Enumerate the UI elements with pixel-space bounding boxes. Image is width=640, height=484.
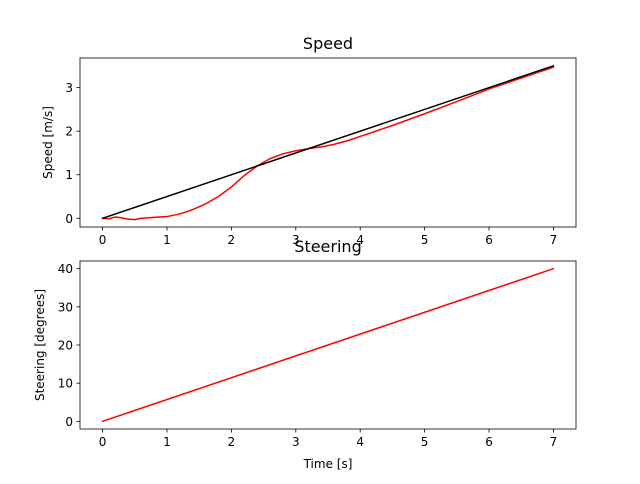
y-tick-label: 1 (65, 168, 73, 182)
x-tick-label: 7 (550, 233, 558, 247)
series-line-0 (101, 267, 555, 423)
y-tick-label: 0 (65, 415, 73, 429)
x-axis-label: Time [s] (303, 457, 353, 471)
y-axis-label: Speed [m/s] (41, 106, 55, 179)
subplot-0: 0 1 2 3 4 5 6 7 0 1 2 3 Speed Speed [m/s] (41, 34, 577, 247)
x-tick-label: 4 (356, 233, 364, 247)
y-tick-label: 30 (58, 300, 73, 314)
x-tick-label: 3 (292, 435, 300, 449)
y-axis-label: Steering [degrees] (33, 289, 47, 401)
x-tick-label: 0 (99, 233, 107, 247)
series-line-0 (101, 66, 555, 221)
x-tick-label: 5 (421, 233, 429, 247)
x-tick-label: 3 (292, 233, 300, 247)
y-tick-label: 0 (65, 212, 73, 226)
axes-frame (79, 57, 577, 228)
x-tick-label: 2 (228, 233, 236, 247)
x-tick-label: 0 (99, 435, 107, 449)
x-tick-label: 6 (485, 233, 493, 247)
x-tick-label: 4 (356, 435, 364, 449)
y-tick-label: 2 (65, 125, 73, 139)
x-tick-label: 6 (485, 435, 493, 449)
x-tick-label: 7 (550, 435, 558, 449)
chart-title: Steering (294, 237, 361, 256)
x-tick-label: 5 (421, 435, 429, 449)
y-tick-label: 10 (58, 377, 73, 391)
series-line-1 (101, 64, 555, 220)
x-tick-label: 1 (163, 435, 171, 449)
x-tick-label: 2 (228, 435, 236, 449)
y-tick-label: 40 (58, 262, 73, 276)
subplot-1: 0 1 2 3 4 5 6 7 0 10 20 30 40 Steering Steering [degre… (33, 237, 577, 471)
y-tick-label: 3 (65, 81, 73, 95)
chart-title: Speed (303, 34, 353, 53)
y-tick-label: 20 (58, 339, 73, 353)
x-tick-label: 1 (163, 233, 171, 247)
